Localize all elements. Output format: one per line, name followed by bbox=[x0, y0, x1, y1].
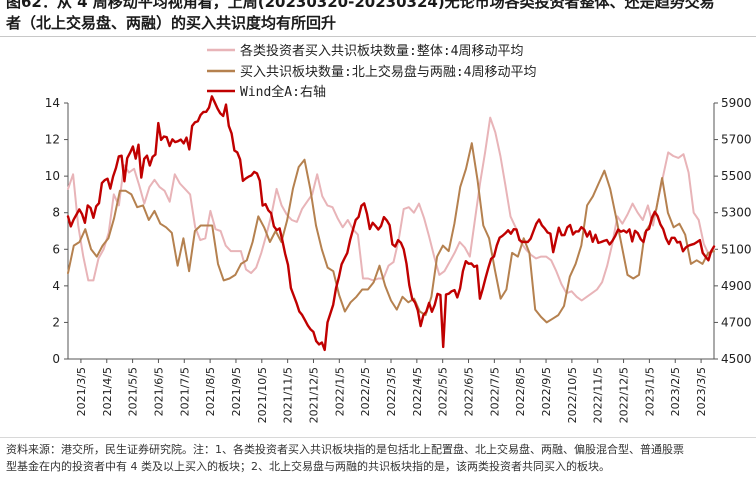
left-axis-tick-label: 12 bbox=[45, 133, 60, 147]
footnote-divider bbox=[0, 437, 756, 438]
right-axis-tick-label: 4500 bbox=[721, 352, 752, 366]
x-axis-tick-label: 2021/3/5 bbox=[75, 367, 88, 416]
title-line-2: 者（北上交易盘、两融）的买入共识度均有所回升 bbox=[6, 14, 337, 32]
legend-label-3: Wind全A:右轴 bbox=[240, 84, 326, 100]
x-axis-tick-label: 2023/1/5 bbox=[643, 367, 656, 416]
chart-axes: 0 2 4 6 8 10 12 14 4500 4700 4900 5100 5300 5500 5700 5… bbox=[45, 96, 752, 423]
source-note: 资料来源：港交所，民生证券研究院。注：1、各类投资者买入共识板块指的是包括北上配… bbox=[6, 441, 752, 475]
right-axis-tick-label: 5100 bbox=[721, 242, 752, 256]
x-axis-tick-label: 2021/8/5 bbox=[204, 367, 217, 416]
x-axis-tick-label: 2022/5/5 bbox=[437, 367, 450, 416]
x-axis-tick-label: 2023/3/5 bbox=[695, 367, 708, 416]
x-axis-tick-label: 2022/3/5 bbox=[385, 367, 398, 416]
line-chart: 各类投资者买入共识板块数量:整体:4周移动平均买入共识板块数量:北上交易盘与两融… bbox=[45, 43, 752, 423]
x-axis-tick-label: 2021/11/5 bbox=[282, 367, 295, 423]
left-axis-tick-label: 0 bbox=[52, 352, 60, 366]
x-axis-tick-label: 2022/8/5 bbox=[514, 367, 527, 416]
x-axis-tick-label: 2021/12/5 bbox=[307, 367, 320, 423]
right-axis-tick-label: 5500 bbox=[721, 169, 752, 183]
series-layer bbox=[66, 95, 716, 352]
x-axis-tick-label: 2021/5/5 bbox=[127, 367, 140, 416]
x-axis-tick-label: 2021/6/5 bbox=[152, 367, 165, 416]
x-axis-tick-label: 2021/9/5 bbox=[230, 367, 243, 416]
title-divider bbox=[0, 36, 756, 37]
x-axis-tick-label: 2022/11/5 bbox=[592, 367, 605, 423]
title-line-1: 图62：从 4 周移动平均视角看，上周(20230320-20230324)无论… bbox=[6, 0, 715, 11]
x-axis-tick-label: 2021/4/5 bbox=[101, 367, 114, 416]
x-axis-tick-label: 2021/10/5 bbox=[256, 367, 269, 423]
left-axis-tick-label: 8 bbox=[52, 206, 60, 220]
legend-label-2: 买入共识板块数量:北上交易盘与两融:4周移动平均 bbox=[240, 64, 536, 80]
x-axis-tick-label: 2022/7/5 bbox=[488, 367, 501, 416]
source-note-line-1: 资料来源：港交所，民生证券研究院。注：1、各类投资者买入共识板块指的是包括北上配… bbox=[6, 443, 684, 456]
x-axis-tick-label: 2022/4/5 bbox=[411, 367, 424, 416]
x-axis-tick-label: 2022/2/5 bbox=[359, 367, 372, 416]
legend-label-1: 各类投资者买入共识板块数量:整体:4周移动平均 bbox=[240, 43, 523, 59]
right-axis-tick-label: 4900 bbox=[721, 279, 752, 293]
left-axis-tick-label: 10 bbox=[45, 169, 60, 183]
x-axis-tick-label: 2022/9/5 bbox=[540, 367, 553, 416]
left-axis-tick-label: 6 bbox=[52, 242, 60, 256]
right-axis-tick-label: 5900 bbox=[721, 96, 752, 110]
x-axis-tick-label: 2022/6/5 bbox=[463, 367, 476, 416]
left-axis-tick-label: 4 bbox=[52, 279, 60, 293]
series-line-2 bbox=[67, 142, 715, 324]
x-axis-tick-label: 2022/10/5 bbox=[566, 367, 579, 423]
x-axis-tick-label: 2023/2/5 bbox=[669, 367, 682, 416]
x-axis-tick-label: 2022/12/5 bbox=[618, 367, 631, 423]
chart-title: 图62：从 4 周移动平均视角看，上周(20230320-20230324)无论… bbox=[6, 0, 750, 34]
right-axis-tick-label: 5300 bbox=[721, 206, 752, 220]
left-axis-tick-label: 2 bbox=[52, 315, 60, 329]
series-line-3 bbox=[66, 95, 716, 352]
legend: 各类投资者买入共识板块数量:整体:4周移动平均买入共识板块数量:北上交易盘与两融… bbox=[207, 43, 536, 100]
right-axis-tick-label: 5700 bbox=[721, 133, 752, 147]
left-axis-tick-label: 14 bbox=[45, 96, 60, 110]
series-line-1 bbox=[67, 116, 715, 302]
right-axis-tick-label: 4700 bbox=[721, 315, 752, 329]
source-note-line-2: 型基金在内的投资者中有 4 类及以上买入的板块；2、北上交易盘与两融的共识板块指… bbox=[6, 460, 610, 473]
x-axis-tick-label: 2021/7/5 bbox=[178, 367, 191, 416]
x-axis-tick-label: 2022/1/5 bbox=[333, 367, 346, 416]
